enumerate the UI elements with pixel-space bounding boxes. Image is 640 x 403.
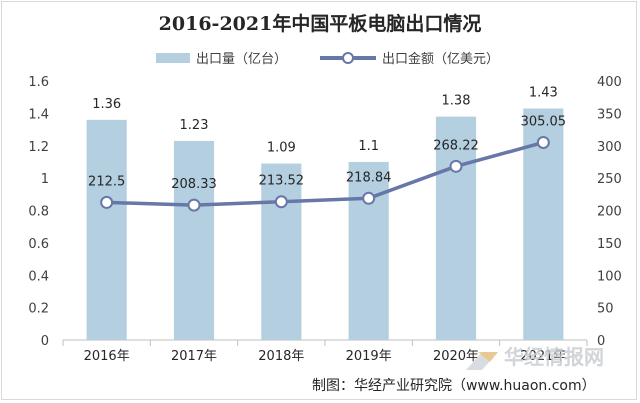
line-point [536, 135, 550, 149]
bar-value-label: 1.36 [92, 97, 121, 112]
legend: 出口量（亿台） 出口金额（亿美元） [156, 51, 499, 67]
credit-text: 制图：华经产业研究院（www.huaon.com） [312, 378, 596, 394]
legend-label-export-volume: 出口量（亿台） [196, 52, 287, 67]
watermark-text: 华经情报网 [504, 345, 604, 369]
line-value-label: 218.84 [346, 170, 392, 185]
y-left-tick-label: 1.4 [28, 107, 49, 122]
y-right-tick-label: 300 [597, 140, 622, 155]
line-value-label: 268.22 [433, 138, 479, 153]
line-path [106, 140, 544, 207]
bar [435, 116, 477, 340]
bar-value-label: 1.1 [358, 139, 379, 154]
line-point [100, 195, 114, 209]
y-left-tick-label: 0.6 [28, 237, 49, 252]
line-value-label: 305.05 [521, 114, 567, 129]
x-tick-label: 2019年 [346, 349, 392, 364]
y-left-tick-label: 0.2 [28, 302, 49, 317]
y-right-tick-label: 100 [597, 269, 622, 284]
legend-marker-export-value [342, 52, 354, 64]
bar-value-label: 1.43 [529, 86, 558, 101]
x-tick-label: 2021年 [520, 349, 566, 364]
legend-label-export-value: 出口金额（亿美元） [382, 51, 499, 67]
y-right-tick-label: 150 [597, 237, 622, 252]
watermark-logo-accent-icon [478, 352, 498, 362]
legend-swatch-export-volume [156, 53, 190, 63]
bar [86, 119, 127, 340]
line-point [274, 195, 288, 209]
bar [261, 163, 302, 340]
y-right-tick-label: 250 [597, 172, 622, 187]
x-tick-label: 2020年 [433, 349, 479, 364]
line-point [362, 191, 376, 205]
y-left-tick-label: 0.4 [28, 269, 49, 284]
y-right-tick-label: 400 [597, 75, 622, 90]
line-value-label: 212.5 [88, 174, 125, 189]
y-left-tick-label: 1 [41, 172, 49, 187]
line-point [449, 159, 463, 173]
y-right-tick-label: 200 [597, 205, 622, 220]
line-series [100, 135, 550, 212]
bar-value-label: 1.23 [180, 118, 209, 133]
y-left-tick-label: 1.2 [28, 140, 49, 155]
line-value-label: 208.33 [171, 177, 217, 192]
y-right-tick-label: 350 [597, 107, 622, 122]
bar-value-label: 1.38 [442, 94, 471, 109]
data-labels: 1.36 1.23 1.09 1.1 1.38 1.43 212.5 208.33 213.52… [88, 86, 566, 193]
y-left-tick-label: 0 [41, 334, 49, 349]
watermark: 华经情报网 [466, 345, 604, 370]
x-tick-label: 2017年 [171, 349, 217, 364]
y-right-tick-label: 50 [597, 302, 614, 317]
line-value-label: 213.52 [259, 174, 305, 189]
bar [348, 161, 389, 340]
y-left-tick-label: 0.8 [28, 205, 49, 220]
line-point [187, 198, 201, 212]
chart-title: 2016-2021年中国平板电脑出口情况 [159, 12, 482, 35]
x-tick-label: 2018年 [258, 349, 304, 364]
axes: 2016年 2017年 2018年 2019年 2020年 2021年 0 0.2 0.4 0.6… [28, 75, 622, 364]
bar-series [86, 108, 564, 340]
y-right-tick-label: 0 [597, 334, 605, 349]
x-tick-label: 2016年 [84, 349, 130, 364]
bar-value-label: 1.09 [267, 141, 296, 156]
bar [173, 140, 215, 340]
y-left-tick-label: 1.6 [28, 75, 49, 90]
